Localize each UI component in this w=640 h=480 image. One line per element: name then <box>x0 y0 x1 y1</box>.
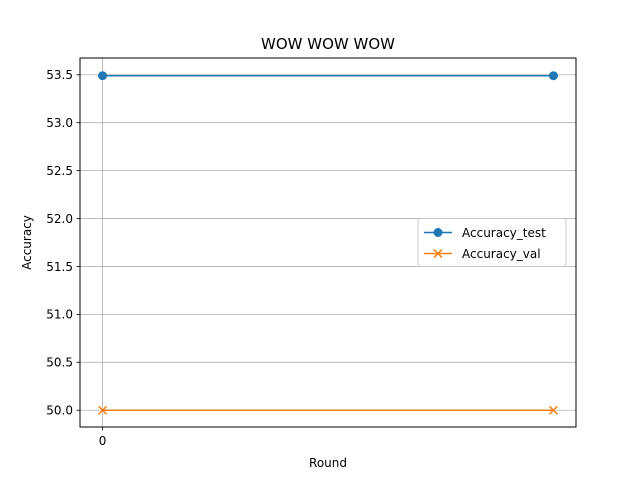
legend-item: Accuracy_val <box>424 247 541 261</box>
chart-title: WOW WOW WOW <box>261 35 395 53</box>
legend-marker <box>433 248 443 259</box>
series-layer <box>98 71 558 415</box>
ticks: 50.0 50.5 51.0 51.5 52.0 52.5 53.0 53.5 0 <box>46 68 106 448</box>
data-point <box>548 405 558 415</box>
y-tick-label: 50.0 <box>46 404 73 418</box>
data-point <box>98 71 108 81</box>
y-tick-label: 53.5 <box>46 68 73 82</box>
legend-marker <box>433 228 443 237</box>
y-tick-label: 52.5 <box>46 164 73 178</box>
y-tick-label: 51.0 <box>46 308 73 322</box>
y-tick-label: 51.5 <box>46 260 73 274</box>
plot-frame <box>79 57 577 428</box>
series-accuracy-test <box>98 71 558 81</box>
legend-label: Accuracy_test <box>462 226 546 240</box>
legend: Accuracy_test Accuracy_val <box>417 218 567 267</box>
series-accuracy-val <box>98 405 558 415</box>
x-axis-label: Round <box>309 456 347 470</box>
y-tick-label: 53.0 <box>46 116 73 130</box>
x-tick-label: 0 <box>99 434 107 448</box>
y-axis-label: Accuracy <box>20 215 34 270</box>
legend-box <box>417 218 567 267</box>
y-tick-label: 50.5 <box>46 356 73 370</box>
data-point <box>548 71 558 81</box>
data-point <box>98 405 108 415</box>
legend-label: Accuracy_val <box>462 247 541 261</box>
y-tick-label: 52.0 <box>46 212 73 226</box>
legend-item: Accuracy_test <box>424 226 546 240</box>
